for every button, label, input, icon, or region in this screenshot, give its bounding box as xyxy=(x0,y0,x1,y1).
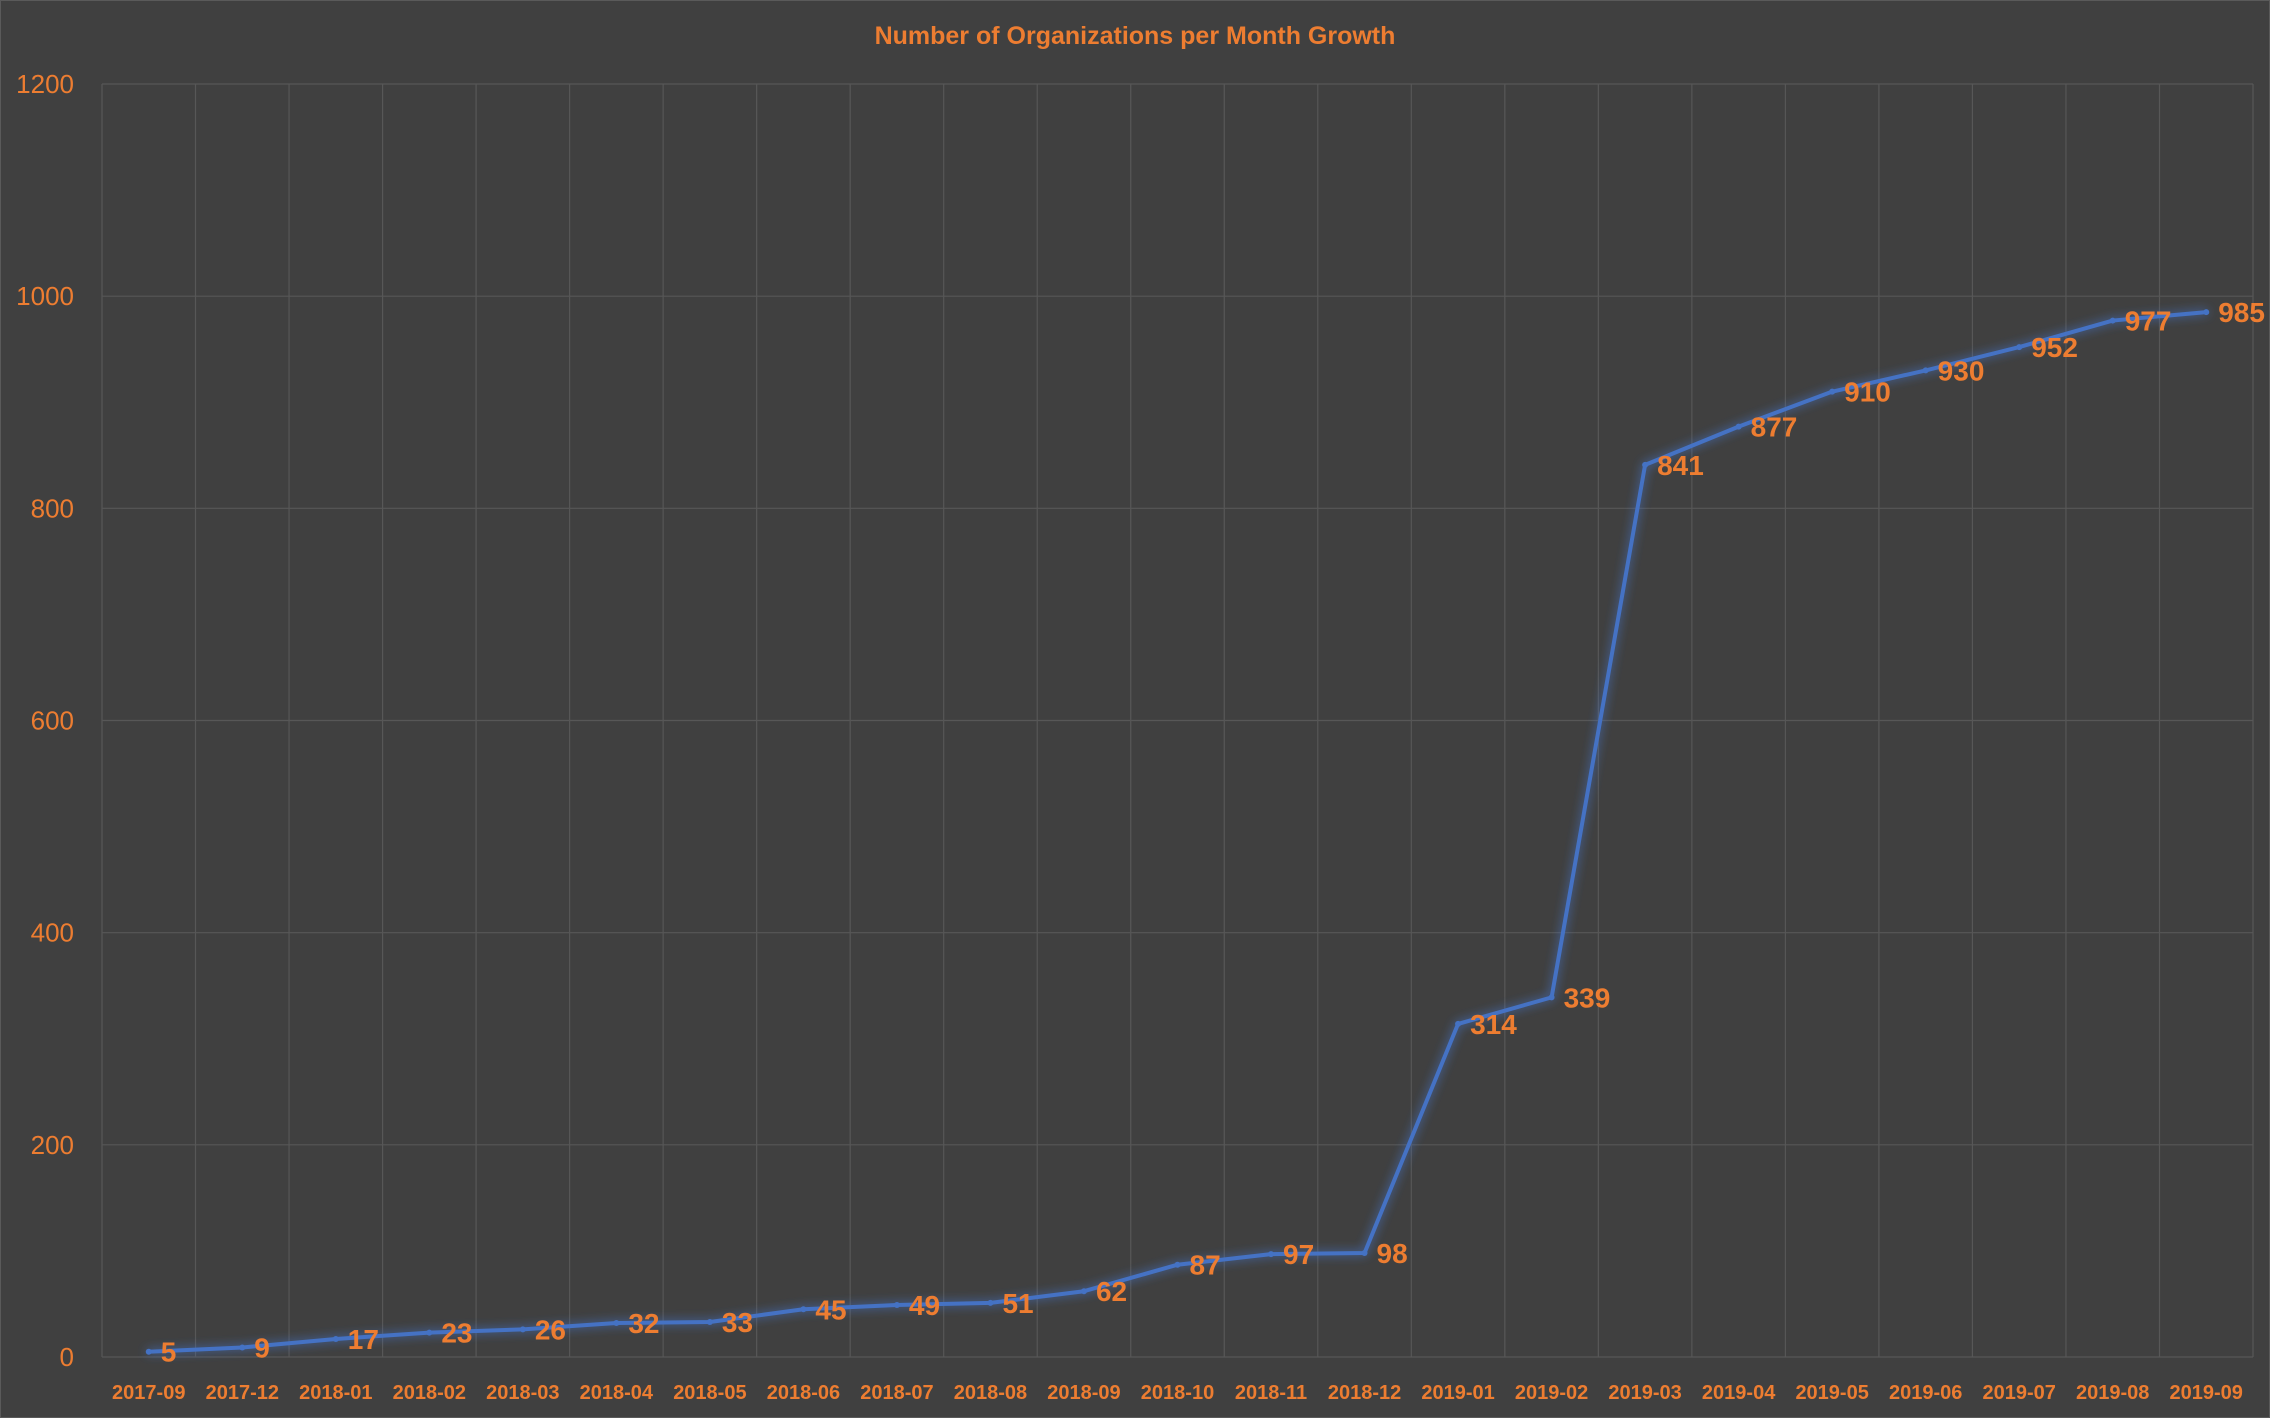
data-point xyxy=(1268,1251,1275,1258)
data-label: 985 xyxy=(2218,297,2265,328)
data-label: 62 xyxy=(1096,1276,1127,1307)
x-tick-label: 2018-01 xyxy=(299,1382,372,1404)
x-tick-label: 2019-03 xyxy=(1608,1382,1681,1404)
x-tick-label: 2018-12 xyxy=(1328,1382,1401,1404)
x-tick-label: 2019-02 xyxy=(1515,1382,1588,1404)
data-label: 314 xyxy=(1470,1009,1517,1040)
x-tick-label: 2018-03 xyxy=(486,1382,559,1404)
data-labels: 5 9 17 23 26 32 33 45 49 51 62 87 97 98 314 339 841 877 91… xyxy=(161,297,2265,1368)
chart-title: Number of Organizations per Month Growth xyxy=(875,22,1396,50)
x-tick-label: 2019-05 xyxy=(1795,1382,1868,1404)
x-tick-label: 2018-10 xyxy=(1141,1382,1214,1404)
data-point xyxy=(1642,461,1649,468)
data-label: 977 xyxy=(2125,306,2172,337)
y-tick-label: 1000 xyxy=(16,281,74,311)
data-point xyxy=(987,1299,994,1306)
x-tick-label: 2019-04 xyxy=(1702,1382,1776,1404)
data-label: 26 xyxy=(535,1314,566,1345)
x-tick-label: 2017-09 xyxy=(112,1382,185,1404)
x-tick-label: 2018-04 xyxy=(580,1382,654,1404)
x-tick-label: 2018-05 xyxy=(673,1382,746,1404)
data-label: 841 xyxy=(1657,450,1704,481)
data-point xyxy=(145,1348,152,1355)
data-label: 23 xyxy=(441,1318,472,1349)
data-point xyxy=(800,1306,807,1313)
data-point xyxy=(2203,309,2210,316)
data-label: 877 xyxy=(1751,412,1798,443)
data-label: 45 xyxy=(815,1294,846,1325)
x-axis: 2017-09 2017-12 2018-01 2018-02 2018-03 2018-… xyxy=(112,1382,2243,1404)
data-label: 339 xyxy=(1564,982,1611,1013)
y-tick-label: 400 xyxy=(31,918,74,948)
x-tick-label: 2018-08 xyxy=(954,1382,1027,1404)
data-point xyxy=(1548,994,1555,1001)
data-point xyxy=(239,1344,246,1351)
y-tick-label: 200 xyxy=(31,1130,74,1160)
data-label: 49 xyxy=(909,1290,940,1321)
y-tick-label: 1200 xyxy=(16,69,74,99)
data-label: 97 xyxy=(1283,1239,1314,1270)
x-tick-label: 2018-11 xyxy=(1235,1382,1307,1404)
data-point xyxy=(1735,423,1742,430)
data-point xyxy=(1922,367,1929,374)
data-point xyxy=(426,1329,433,1336)
data-label: 98 xyxy=(1377,1238,1408,1269)
data-point xyxy=(519,1326,526,1333)
data-point xyxy=(2109,317,2116,324)
data-series xyxy=(145,309,2210,1355)
x-tick-label: 2018-06 xyxy=(767,1382,840,1404)
data-label: 87 xyxy=(1190,1250,1221,1281)
y-axis: 0 200 400 600 800 1000 1200 xyxy=(16,69,74,1372)
x-tick-label: 2018-02 xyxy=(393,1382,466,1404)
data-point xyxy=(1174,1261,1181,1268)
y-tick-label: 0 xyxy=(60,1342,74,1372)
data-label: 33 xyxy=(722,1307,753,1338)
x-tick-label: 2019-01 xyxy=(1421,1382,1494,1404)
x-tick-label: 2017-12 xyxy=(206,1382,279,1404)
data-point xyxy=(1080,1288,1087,1295)
data-label: 5 xyxy=(161,1337,177,1368)
data-label: 9 xyxy=(254,1332,270,1363)
x-tick-label: 2019-07 xyxy=(1982,1382,2055,1404)
x-tick-label: 2019-09 xyxy=(2170,1382,2243,1404)
data-point xyxy=(706,1318,713,1325)
x-tick-label: 2018-07 xyxy=(860,1382,933,1404)
data-point xyxy=(1455,1020,1462,1027)
data-point xyxy=(1829,388,1836,395)
y-tick-label: 800 xyxy=(31,493,74,523)
data-label: 51 xyxy=(1002,1288,1033,1319)
data-label: 910 xyxy=(1844,377,1891,408)
data-point xyxy=(613,1320,620,1327)
data-label: 17 xyxy=(348,1324,379,1355)
data-point xyxy=(332,1335,339,1342)
data-label: 952 xyxy=(2031,332,2078,363)
y-tick-label: 600 xyxy=(31,706,74,736)
data-label: 930 xyxy=(1938,355,1985,386)
data-label: 32 xyxy=(628,1308,659,1339)
data-point xyxy=(1361,1250,1368,1257)
x-tick-label: 2018-09 xyxy=(1047,1382,1120,1404)
x-tick-label: 2019-08 xyxy=(2076,1382,2149,1404)
grid xyxy=(101,83,2254,1358)
x-tick-label: 2019-06 xyxy=(1889,1382,1962,1404)
series-line xyxy=(146,310,2209,1354)
data-point xyxy=(893,1302,900,1309)
data-point xyxy=(2016,344,2023,351)
